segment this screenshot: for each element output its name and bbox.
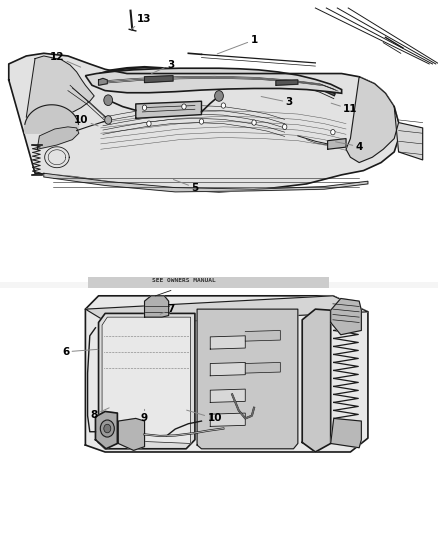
Text: SEE OWNERS MANUAL: SEE OWNERS MANUAL xyxy=(152,278,216,284)
Polygon shape xyxy=(95,411,117,449)
Text: 7: 7 xyxy=(160,304,174,314)
Polygon shape xyxy=(210,413,245,426)
Circle shape xyxy=(182,104,186,109)
Polygon shape xyxy=(85,296,368,325)
Text: 6: 6 xyxy=(62,347,98,357)
Polygon shape xyxy=(145,76,173,83)
Polygon shape xyxy=(210,336,245,349)
Polygon shape xyxy=(245,362,280,373)
Circle shape xyxy=(221,103,226,108)
Polygon shape xyxy=(346,77,399,163)
Polygon shape xyxy=(99,78,107,85)
Circle shape xyxy=(283,124,287,130)
Circle shape xyxy=(147,121,151,126)
Text: 12: 12 xyxy=(49,52,81,67)
Circle shape xyxy=(105,116,112,124)
Text: 3: 3 xyxy=(152,60,174,74)
Polygon shape xyxy=(44,173,368,192)
Circle shape xyxy=(215,91,223,101)
Circle shape xyxy=(104,424,111,433)
Polygon shape xyxy=(210,389,245,402)
Circle shape xyxy=(104,95,113,106)
Circle shape xyxy=(199,119,204,124)
Polygon shape xyxy=(210,362,245,376)
Polygon shape xyxy=(302,309,331,452)
Polygon shape xyxy=(118,418,145,450)
Polygon shape xyxy=(331,418,361,448)
Polygon shape xyxy=(37,127,79,149)
Text: 9: 9 xyxy=(141,409,148,423)
Text: 11: 11 xyxy=(331,103,358,114)
Polygon shape xyxy=(328,139,346,149)
Text: 3: 3 xyxy=(261,96,293,107)
Polygon shape xyxy=(9,53,399,192)
Polygon shape xyxy=(102,317,191,443)
Text: 10: 10 xyxy=(74,115,98,126)
Bar xyxy=(0,0,438,282)
Polygon shape xyxy=(145,296,169,317)
Bar xyxy=(88,277,328,288)
Text: 8: 8 xyxy=(91,408,109,419)
Text: 13: 13 xyxy=(131,14,152,29)
Circle shape xyxy=(142,105,147,110)
Polygon shape xyxy=(136,101,201,118)
Polygon shape xyxy=(85,68,342,93)
Polygon shape xyxy=(26,56,94,123)
Text: 1: 1 xyxy=(217,35,258,54)
Text: 4: 4 xyxy=(336,142,363,151)
Circle shape xyxy=(100,420,114,437)
Polygon shape xyxy=(394,107,423,160)
Polygon shape xyxy=(99,313,195,449)
Polygon shape xyxy=(245,330,280,341)
Polygon shape xyxy=(197,309,298,449)
Text: 10: 10 xyxy=(187,410,222,423)
Circle shape xyxy=(252,120,256,125)
Polygon shape xyxy=(276,80,298,85)
Polygon shape xyxy=(331,298,361,335)
Polygon shape xyxy=(25,105,78,133)
Bar xyxy=(0,288,438,533)
Text: 5: 5 xyxy=(173,180,198,192)
Polygon shape xyxy=(85,296,368,452)
Circle shape xyxy=(331,130,335,135)
